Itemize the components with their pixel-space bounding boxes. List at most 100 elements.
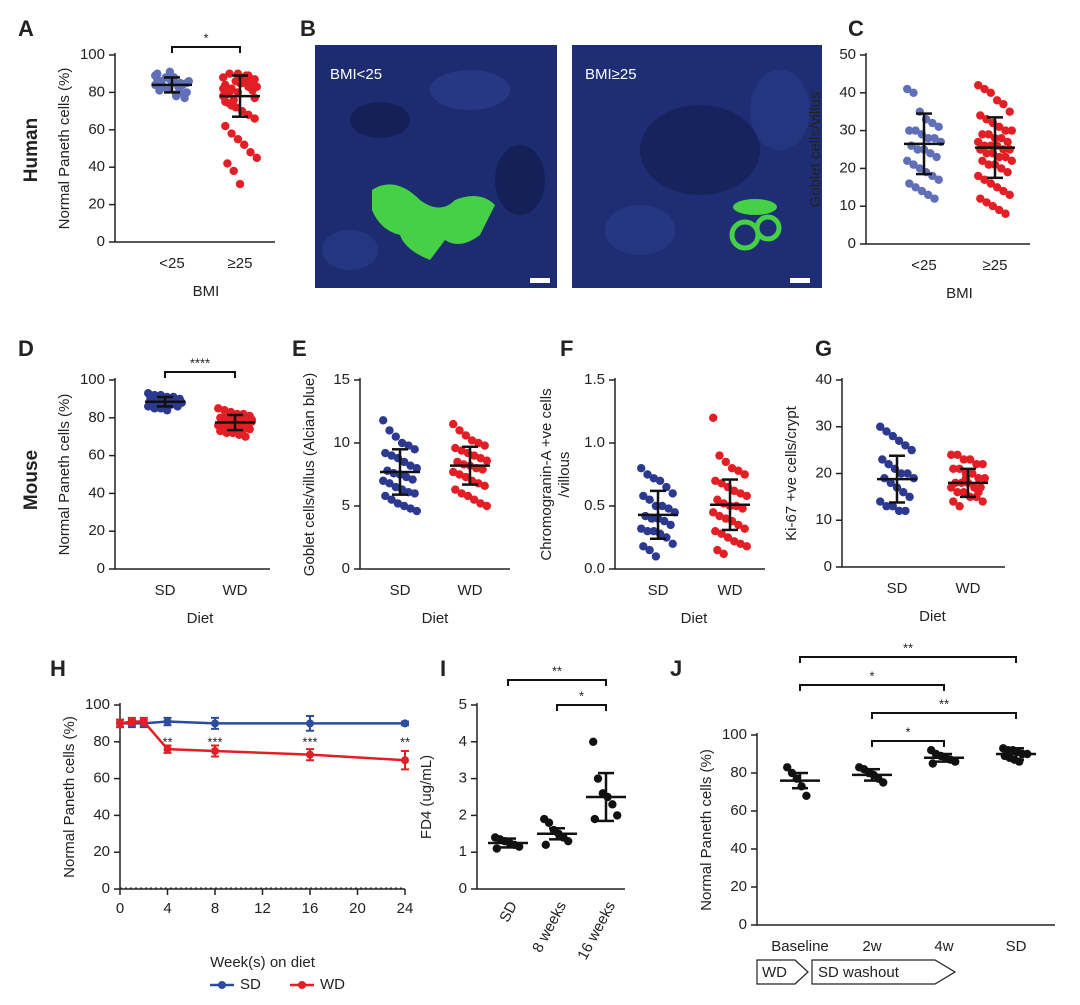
data-point [453,457,462,467]
y-axis-label: Goblet cells/villus (Alcian blue) [301,373,318,576]
y-tick-label: 0.5 [584,497,605,514]
data-point [928,118,937,128]
significance-label: * [203,30,208,45]
y-tick-label: 100 [80,46,105,63]
data-point [911,126,920,135]
y-tick-label: 10 [333,434,350,451]
stain [733,199,777,215]
data-point [740,470,749,479]
data-point [1007,126,1016,135]
data-point [730,537,739,546]
row-label: Mouse [21,450,42,510]
data-point [734,466,743,475]
data-point [225,69,234,78]
data-point [905,126,914,135]
y-tick-label: 40 [88,158,105,175]
data-point [980,175,989,184]
data-point [637,524,646,533]
stain [372,184,495,260]
data-point [231,76,240,86]
data-point [903,469,912,478]
y-tick-label: 20 [88,196,105,213]
significance-label: ** [552,663,562,678]
y-tick-label: 15 [333,371,350,388]
x-tick-label: 24 [397,900,414,917]
legend-marker [298,981,306,989]
y-tick-label: 40 [839,84,856,101]
y-tick-label: 0 [102,880,110,897]
data-point [480,481,489,491]
data-point [882,427,891,436]
data-point [713,495,722,504]
data-point [223,159,232,168]
panel-letter: E [292,336,307,361]
data-point [457,446,466,455]
data-point [1007,156,1016,166]
data-point [959,455,968,464]
data-point [978,459,987,469]
x-tick-label: ≥25 [983,257,1008,274]
data-point [930,194,939,203]
data-point [139,717,148,726]
significance-bracket [171,46,241,53]
y-tick-label: 60 [88,121,105,138]
data-point [544,818,554,827]
data-point [564,836,573,846]
data-point [211,747,219,755]
data-point [480,441,489,450]
data-point [986,179,995,188]
data-point [662,533,671,542]
data-point [717,529,726,538]
y-tick-label: 1 [459,843,467,860]
data-point [999,186,1008,196]
data-point [218,413,227,422]
data-point [449,419,458,429]
data-point [888,502,897,511]
data-point [470,495,479,504]
data-point [233,134,243,144]
data-point [474,438,483,448]
data-point [451,485,460,494]
panel-letter: I [440,656,446,681]
data-point [980,84,989,94]
data-point [882,502,891,511]
y-axis-label: Goblet cells/villus [807,92,824,208]
micrograph: BMI<25 BMI≥25 [315,45,822,288]
y-tick-label: 50 [839,46,856,63]
data-point [639,542,648,551]
y-tick-label: 5 [342,497,350,514]
significance-label: * [579,688,584,703]
significance-bracket [871,740,945,747]
data-point [721,457,730,467]
data-point [449,467,458,477]
phase-arrow [756,959,809,985]
x-tick-label: 12 [254,900,271,917]
data-point [917,186,927,196]
data-point [649,474,658,483]
data-point [932,152,941,162]
data-point [738,504,747,513]
data-point [590,814,599,824]
panel-letter: H [50,656,66,681]
x-tick-label: ≥25 [228,255,253,272]
x-tick-label: WD [718,582,743,599]
x-tick-label: 4 [163,900,171,917]
x-tick-label: SD [1006,938,1027,955]
y-tick-label: 0 [342,560,350,577]
data-point [711,476,720,485]
data-point [736,489,745,498]
data-point [387,451,396,460]
significance-label: **** [190,355,210,370]
data-point [608,800,617,809]
texture [322,230,378,270]
axis-line [119,703,405,890]
data-point [482,456,491,465]
y-axis-label: Normal Paneth cells (%) [61,716,78,878]
data-point [992,183,1002,192]
y-tick-label: 0 [459,880,467,897]
data-point [997,133,1006,143]
data-point [909,160,918,169]
x-tick-label: SD [887,580,908,597]
annotation: ** [162,734,172,749]
data-point [660,516,669,526]
